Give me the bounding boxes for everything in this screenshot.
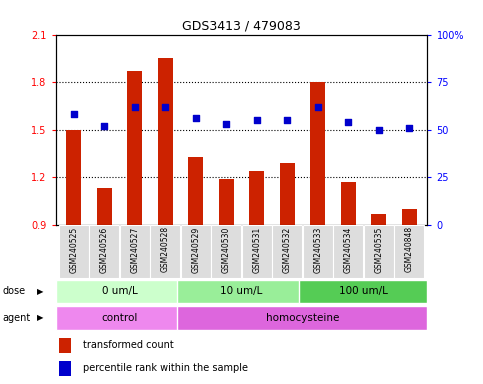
Bar (272, 225, 302, 278)
Text: GSM240525: GSM240525 (70, 226, 78, 273)
Point (284, 117, 291, 123)
Point (192, 115, 199, 121)
Text: percentile rank within the sample: percentile rank within the sample (84, 363, 248, 373)
Bar (89, 225, 119, 278)
Text: GSM240529: GSM240529 (191, 226, 200, 273)
Bar (127, 71, 142, 225)
Title: GDS3413 / 479083: GDS3413 / 479083 (182, 19, 301, 32)
Text: GSM240531: GSM240531 (252, 226, 261, 273)
Bar (188, 157, 203, 225)
Text: ▶: ▶ (37, 287, 43, 296)
Bar (150, 225, 180, 278)
Bar (242, 225, 271, 278)
Point (344, 119, 352, 125)
Text: agent: agent (2, 313, 30, 323)
Point (131, 104, 139, 110)
Text: control: control (101, 313, 138, 323)
Text: homocysteine: homocysteine (266, 313, 339, 323)
Bar (59, 338, 71, 353)
Text: dose: dose (2, 286, 26, 296)
Bar (56, 280, 184, 303)
Bar (333, 225, 363, 278)
Bar (310, 82, 326, 225)
Text: 0 um/L: 0 um/L (102, 286, 138, 296)
Bar (394, 225, 424, 278)
Bar (371, 214, 386, 225)
Point (161, 104, 169, 110)
Text: transformed count: transformed count (84, 340, 174, 350)
Bar (212, 225, 241, 278)
Text: GSM240535: GSM240535 (374, 226, 383, 273)
Text: GSM240526: GSM240526 (100, 226, 109, 273)
Bar (56, 306, 184, 330)
Text: GSM240533: GSM240533 (313, 226, 322, 273)
Bar (219, 179, 234, 225)
Text: GSM240534: GSM240534 (344, 226, 353, 273)
Point (253, 117, 261, 123)
Text: GSM240527: GSM240527 (130, 226, 139, 273)
Bar (177, 306, 427, 330)
Text: GSM240532: GSM240532 (283, 226, 292, 273)
Bar (97, 188, 112, 225)
Bar (177, 280, 306, 303)
Point (70, 111, 78, 118)
Text: GSM240530: GSM240530 (222, 226, 231, 273)
Bar (364, 225, 394, 278)
Bar (341, 182, 356, 225)
Bar (157, 58, 173, 225)
Bar (120, 225, 150, 278)
Bar (181, 225, 211, 278)
Bar (66, 130, 82, 225)
Text: 10 um/L: 10 um/L (220, 286, 263, 296)
Point (405, 125, 413, 131)
Point (222, 121, 230, 127)
Text: ▶: ▶ (37, 313, 43, 323)
Bar (59, 361, 71, 376)
Point (314, 104, 322, 110)
Bar (303, 225, 333, 278)
Bar (249, 171, 264, 225)
Text: GSM240528: GSM240528 (161, 226, 170, 272)
Bar (299, 280, 427, 303)
Bar (280, 163, 295, 225)
Point (100, 123, 108, 129)
Bar (401, 209, 417, 225)
Bar (59, 225, 89, 278)
Text: 100 um/L: 100 um/L (339, 286, 388, 296)
Point (375, 127, 383, 133)
Text: GSM240848: GSM240848 (405, 226, 413, 272)
